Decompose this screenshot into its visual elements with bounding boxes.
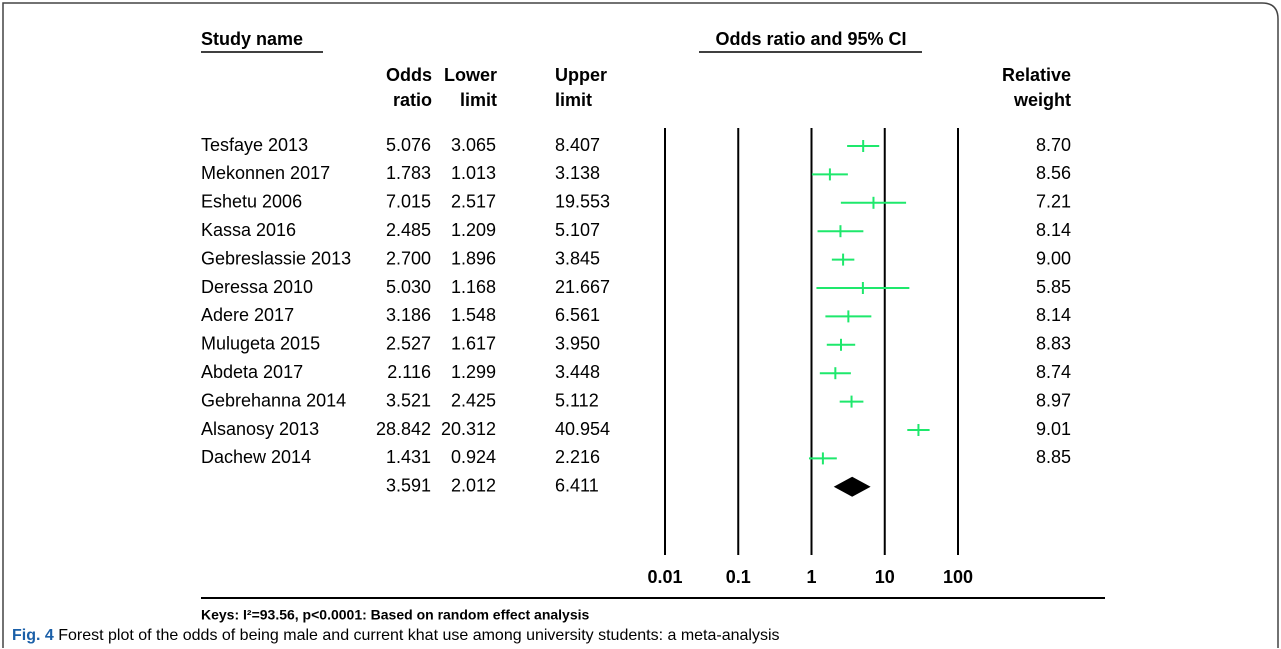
- relative-weight: 9.01: [1036, 419, 1071, 439]
- study-name: Deressa 2010: [201, 277, 313, 297]
- upper-limit: 6.561: [555, 305, 600, 325]
- odds-ratio: 2.527: [386, 334, 431, 354]
- study-name: Eshetu 2006: [201, 192, 302, 212]
- column-header: limit: [460, 90, 497, 110]
- relative-weight: 8.74: [1036, 362, 1071, 382]
- column-header: limit: [555, 90, 592, 110]
- upper-limit: 3.138: [555, 163, 600, 183]
- study-name: Mekonnen 2017: [201, 163, 330, 183]
- study-name: Gebreslassie 2013: [201, 248, 351, 268]
- relative-weight: 8.14: [1036, 220, 1071, 240]
- lower-limit: 1.548: [451, 305, 496, 325]
- odds-ratio: 2.700: [386, 248, 431, 268]
- column-header: Relative: [1002, 65, 1071, 85]
- summary-diamond: [833, 476, 871, 497]
- lower-limit: 2.012: [451, 476, 496, 496]
- x-tick-label: 1: [806, 567, 816, 587]
- study-name: Adere 2017: [201, 305, 294, 325]
- odds-ratio: 3.186: [386, 305, 431, 325]
- upper-limit: 6.411: [555, 476, 599, 496]
- x-tick-label: 10: [875, 567, 895, 587]
- caption-text: Forest plot of the odds of being male an…: [58, 627, 779, 644]
- lower-limit: 20.312: [441, 419, 496, 439]
- relative-weight: 7.21: [1036, 192, 1071, 212]
- upper-limit: 3.845: [555, 248, 600, 268]
- upper-limit: 5.112: [555, 390, 599, 410]
- relative-weight: 8.56: [1036, 163, 1071, 183]
- lower-limit: 1.299: [451, 362, 496, 382]
- lower-limit: 0.924: [451, 447, 496, 467]
- lower-limit: 1.168: [451, 277, 496, 297]
- lower-limit: 1.896: [451, 248, 496, 268]
- study-name: Gebrehanna 2014: [201, 390, 346, 410]
- x-tick-label: 0.1: [726, 567, 751, 587]
- lower-limit: 1.013: [451, 163, 496, 183]
- study-header: Study name: [201, 29, 303, 49]
- lower-limit: 2.517: [451, 192, 496, 212]
- upper-limit: 3.448: [555, 362, 600, 382]
- relative-weight: 9.00: [1036, 248, 1071, 268]
- odds-ratio: 1.783: [386, 163, 431, 183]
- relative-weight: 8.70: [1036, 135, 1071, 155]
- relative-weight: 8.83: [1036, 334, 1071, 354]
- odds-ratio: 3.521: [386, 390, 431, 410]
- upper-limit: 3.950: [555, 334, 600, 354]
- upper-limit: 8.407: [555, 135, 600, 155]
- upper-limit: 21.667: [555, 277, 610, 297]
- lower-limit: 1.209: [451, 220, 496, 240]
- lower-limit: 2.425: [451, 390, 496, 410]
- column-header: Lower: [444, 65, 497, 85]
- x-tick-label: 100: [943, 567, 973, 587]
- caption: Fig. 4 Forest plot of the odds of being …: [12, 627, 780, 644]
- relative-weight: 5.85: [1036, 277, 1071, 297]
- relative-weight: 8.14: [1036, 305, 1071, 325]
- odds-ratio: 7.015: [386, 192, 431, 212]
- odds-ratio: 28.842: [376, 419, 431, 439]
- plot-header: Odds ratio and 95% CI: [715, 29, 906, 49]
- x-tick-label: 0.01: [647, 567, 682, 587]
- odds-ratio: 1.431: [386, 447, 431, 467]
- relative-weight: 8.85: [1036, 447, 1071, 467]
- study-name: Mulugeta 2015: [201, 334, 320, 354]
- study-name: Tesfaye 2013: [201, 135, 308, 155]
- odds-ratio: 5.076: [386, 135, 431, 155]
- column-header: ratio: [393, 90, 432, 110]
- column-header: Odds: [386, 65, 432, 85]
- study-name: Abdeta 2017: [201, 362, 303, 382]
- upper-limit: 19.553: [555, 192, 610, 212]
- odds-ratio: 3.591: [386, 476, 431, 496]
- relative-weight: 8.97: [1036, 390, 1071, 410]
- column-header: Upper: [555, 65, 607, 85]
- odds-ratio: 2.485: [386, 220, 431, 240]
- lower-limit: 1.617: [451, 334, 496, 354]
- lower-limit: 3.065: [451, 135, 496, 155]
- study-name: Dachew 2014: [201, 447, 311, 467]
- odds-ratio: 5.030: [386, 277, 431, 297]
- study-name: Alsanosy 2013: [201, 419, 319, 439]
- upper-limit: 5.107: [555, 220, 600, 240]
- column-header: weight: [1013, 90, 1071, 110]
- keys-note: Keys: I²=93.56, p<0.0001: Based on rando…: [201, 607, 590, 623]
- odds-ratio: 2.116: [387, 362, 431, 382]
- caption-label: Fig. 4: [12, 627, 54, 644]
- upper-limit: 40.954: [555, 419, 610, 439]
- upper-limit: 2.216: [555, 447, 600, 467]
- study-name: Kassa 2016: [201, 220, 296, 240]
